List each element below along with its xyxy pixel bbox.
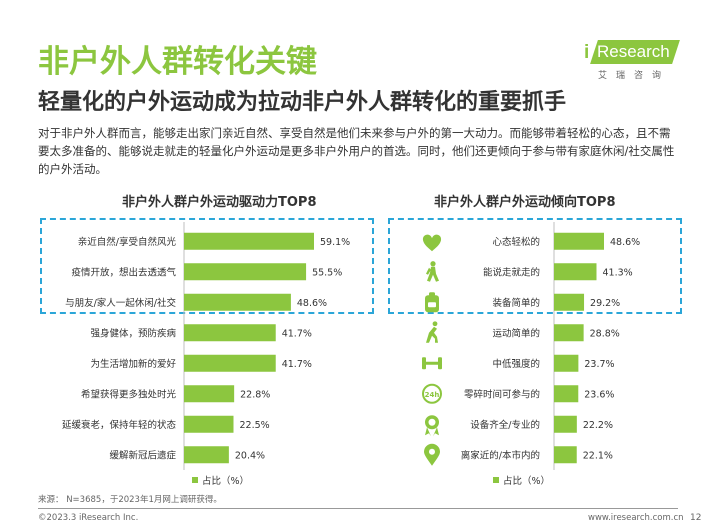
left-chart-title: 非户外人群户外运动驱动力TOP8 [122,195,317,210]
category-label: 缓解新冠后遗症 [109,449,176,461]
data-label: 20.4% [235,450,265,461]
page-subtitle: 轻量化的户外运动成为拉动非户外人群转化的重要抓手 [38,90,567,115]
bar [184,415,234,433]
bar [554,415,577,433]
bar [184,293,291,311]
bar [554,446,577,464]
data-label: 28.8% [590,328,620,339]
category-label: 心态轻松的 [492,236,540,248]
right-bar-chart: 心态轻松的 48.6% 能说走就走的 41.3% 装备简单的 29.2% 运动简单的 28.8… [422,222,640,487]
bar [554,232,604,250]
legend-swatch [192,477,198,483]
runner-icon [426,321,438,343]
bar [554,293,585,311]
data-label: 22.1% [583,450,613,461]
data-label: 41.3% [602,267,632,278]
category-label: 强身健体，预防疾病 [90,327,176,339]
bar [554,324,584,342]
category-label: 疫情开放，想出去透透气 [71,266,176,278]
legend-swatch [493,477,499,483]
dumbbell-icon [422,357,442,370]
bar [554,263,597,281]
data-label: 59.1% [320,237,350,248]
website: www.iresearch.com.cn [588,513,684,523]
category-label: 运动简单的 [492,327,540,339]
data-label: 22.5% [239,420,269,431]
legend-label: 占比（%） [503,475,550,487]
logo-text: Research [597,42,670,61]
left-highlight-box [40,218,374,314]
data-label: 23.7% [584,359,614,370]
category-label: 亲近自然/享受自然风光 [78,236,177,248]
page-title: 非户外人群转化关键 [38,44,317,80]
category-label: 离家近的/本市内的 [461,449,540,461]
data-label: 55.5% [312,267,342,278]
walking-person-icon [426,261,439,282]
data-label: 22.8% [240,389,270,400]
source-note: 来源： N=3685，于2023年1月网上调研获得。 [38,495,222,505]
copyright: ©2023.3 iResearch Inc. [38,513,139,523]
left-bar-chart: 亲近自然/享受自然风光 59.1% 疫情开放，想出去透透气 55.5% 与朋友/家人一起… [62,222,350,487]
category-label: 设备齐全/专业的 [470,419,540,431]
data-label: 23.6% [584,389,614,400]
category-label: 装备简单的 [492,297,540,309]
right-highlight-box [388,218,682,314]
svg-text:24h: 24h [425,391,440,399]
logo-i: i [584,42,590,63]
category-label: 能说走就走的 [483,266,540,278]
iresearch-logo: i Research 艾瑞咨询 [584,40,680,82]
bar [184,354,276,372]
data-label: 48.6% [610,237,640,248]
backpack-icon [425,292,439,313]
footer-divider [38,508,678,509]
data-label: 48.6% [297,298,327,309]
location-pin-icon [424,443,440,466]
category-label: 与朋友/家人一起休闲/社交 [65,297,176,309]
heart-icon [422,234,442,252]
bar [554,385,579,403]
category-label: 为生活增加新的爱好 [90,358,176,370]
category-label: 中低强度的 [492,358,540,370]
bar [184,324,276,342]
bar [184,232,314,250]
bar [554,354,579,372]
logo-subtitle: 艾瑞咨询 [598,71,671,81]
page-number: 12 [690,513,702,523]
bar [184,446,229,464]
description-paragraph: 对于非户外人群而言，能够走出家门亲近自然、享受自然是他们未来参与户外的第一大动力… [38,126,675,176]
legend-label: 占比（%） [202,475,249,487]
bar [184,385,235,403]
right-chart-title: 非户外人群户外运动倾向TOP8 [434,195,616,210]
data-label: 22.2% [583,420,613,431]
category-label: 延缓衰老，保持年轻的状态 [62,419,177,431]
24h-clock-icon: 24h [422,383,442,404]
data-label: 41.7% [282,328,312,339]
bar [184,263,307,281]
medal-icon [425,415,439,437]
category-label: 希望获得更多独处时光 [81,388,177,400]
data-label: 29.2% [590,298,620,309]
category-label: 零碎时间可参与的 [464,388,540,400]
data-label: 41.7% [282,359,312,370]
